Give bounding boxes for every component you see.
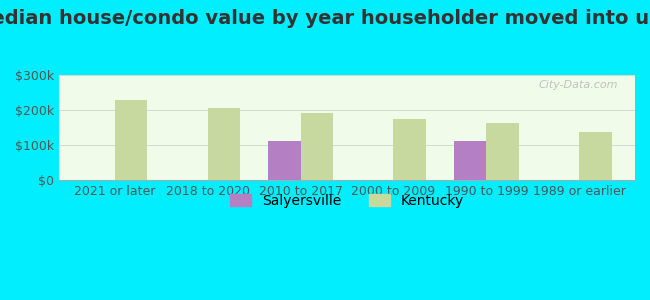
Text: Median house/condo value by year householder moved into unit: Median house/condo value by year househo…	[0, 9, 650, 28]
Bar	[393, 119, 426, 180]
Bar	[300, 113, 333, 180]
Bar	[115, 100, 148, 180]
Bar	[486, 123, 519, 180]
Legend: Salyersville, Kentucky: Salyersville, Kentucky	[224, 188, 470, 213]
Bar	[579, 132, 612, 180]
Bar	[207, 108, 240, 180]
Bar	[454, 141, 486, 180]
Bar	[268, 141, 300, 180]
Text: City-Data.com: City-Data.com	[538, 80, 617, 90]
